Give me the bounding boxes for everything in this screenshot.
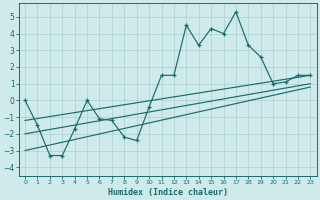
- X-axis label: Humidex (Indice chaleur): Humidex (Indice chaleur): [108, 188, 228, 197]
